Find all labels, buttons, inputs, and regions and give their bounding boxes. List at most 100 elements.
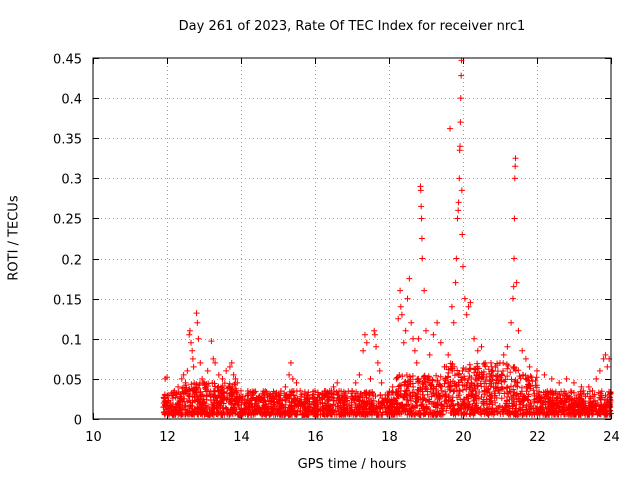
data-point [164, 374, 170, 381]
data-point [395, 315, 402, 322]
data-point [245, 391, 252, 398]
data-point [193, 310, 200, 317]
data-point [404, 295, 411, 302]
data-point [199, 375, 206, 382]
data-point [186, 327, 193, 334]
data-point [411, 347, 418, 354]
data-point [447, 125, 454, 132]
data-point [326, 387, 333, 394]
data-point [223, 367, 230, 374]
data-point [452, 279, 459, 286]
roti-noise-band [160, 359, 614, 418]
data-point [474, 347, 481, 354]
data-point [448, 303, 455, 310]
data-point [397, 287, 404, 294]
data-point [408, 319, 415, 326]
data-point [210, 355, 217, 362]
data-point [441, 363, 448, 370]
data-point [511, 175, 518, 182]
data-point [176, 395, 183, 402]
data-point [197, 359, 204, 366]
data-point [201, 379, 207, 386]
data-point [356, 371, 363, 378]
data-point [376, 367, 383, 374]
data-point [455, 207, 462, 214]
data-point [182, 379, 189, 386]
data-point [526, 363, 533, 370]
data-point [167, 399, 174, 406]
data-point [508, 319, 515, 326]
x-tick-label: 20 [455, 430, 472, 445]
data-point [413, 359, 420, 366]
data-point [437, 339, 444, 346]
noise-layer [160, 359, 614, 418]
data-point [282, 383, 289, 390]
data-point [604, 363, 611, 370]
y-tick-label: 0.05 [53, 374, 82, 389]
y-tick-label: 0.1 [61, 334, 82, 349]
y-tick-label: 0.3 [61, 173, 82, 188]
data-point [585, 383, 592, 390]
data-point [186, 331, 193, 338]
data-point [349, 387, 355, 394]
data-point [374, 359, 381, 366]
data-point [458, 72, 465, 79]
data-point [548, 375, 555, 382]
data-point [267, 391, 274, 398]
data-point [180, 371, 187, 378]
data-point [393, 375, 400, 382]
plot-frame [92, 57, 612, 420]
data-point [208, 338, 215, 345]
data-point [230, 371, 237, 378]
y-tick-label: 0.45 [53, 53, 82, 68]
data-point [275, 393, 281, 400]
data-point [188, 339, 195, 346]
data-point [519, 347, 526, 354]
y-tick-label: 0.25 [53, 213, 82, 228]
x-tick-label: 18 [381, 430, 398, 445]
data-point [504, 343, 511, 350]
data-point [287, 359, 294, 366]
data-point [195, 335, 202, 342]
data-point [289, 375, 296, 382]
data-point [330, 383, 337, 390]
data-point [371, 331, 378, 338]
data-point [389, 383, 396, 390]
y-tick-label: 0.35 [53, 133, 82, 148]
data-point [190, 363, 197, 370]
data-point [459, 231, 466, 238]
data-point [509, 295, 516, 302]
data-point [293, 379, 300, 386]
data-point [430, 331, 437, 338]
data-point [500, 351, 507, 358]
data-point [511, 255, 518, 262]
data-point [286, 371, 293, 378]
x-tick-label: 10 [85, 430, 102, 445]
data-point [175, 383, 182, 390]
data-point [541, 371, 548, 378]
data-point [398, 311, 405, 318]
x-tick-label: 22 [529, 430, 546, 445]
data-point [467, 299, 474, 306]
data-point [596, 367, 603, 374]
data-point [334, 379, 341, 386]
data-point [497, 359, 503, 366]
data-point [512, 163, 519, 170]
x-tick-label: 12 [159, 430, 176, 445]
data-point [238, 387, 244, 394]
data-point [511, 215, 518, 222]
data-point [418, 203, 425, 210]
data-point [361, 331, 368, 338]
points-layer [160, 57, 613, 410]
data-point [371, 327, 378, 334]
data-point [556, 379, 563, 386]
data-point [360, 347, 367, 354]
data-point [445, 351, 452, 358]
data-point [602, 351, 609, 358]
data-point [226, 363, 233, 370]
x-tick-label: 14 [233, 430, 250, 445]
data-point [212, 359, 219, 366]
data-point [418, 235, 425, 242]
data-point [426, 351, 433, 358]
